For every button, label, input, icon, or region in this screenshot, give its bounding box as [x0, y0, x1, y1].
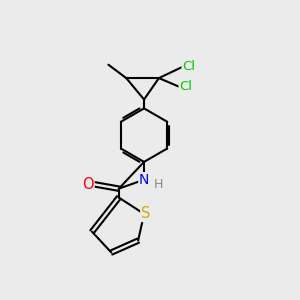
- Text: Cl: Cl: [179, 80, 192, 94]
- Text: Cl: Cl: [182, 60, 195, 73]
- Text: N: N: [139, 173, 149, 187]
- Text: H: H: [154, 178, 163, 191]
- Text: O: O: [82, 177, 94, 192]
- Text: S: S: [141, 206, 150, 221]
